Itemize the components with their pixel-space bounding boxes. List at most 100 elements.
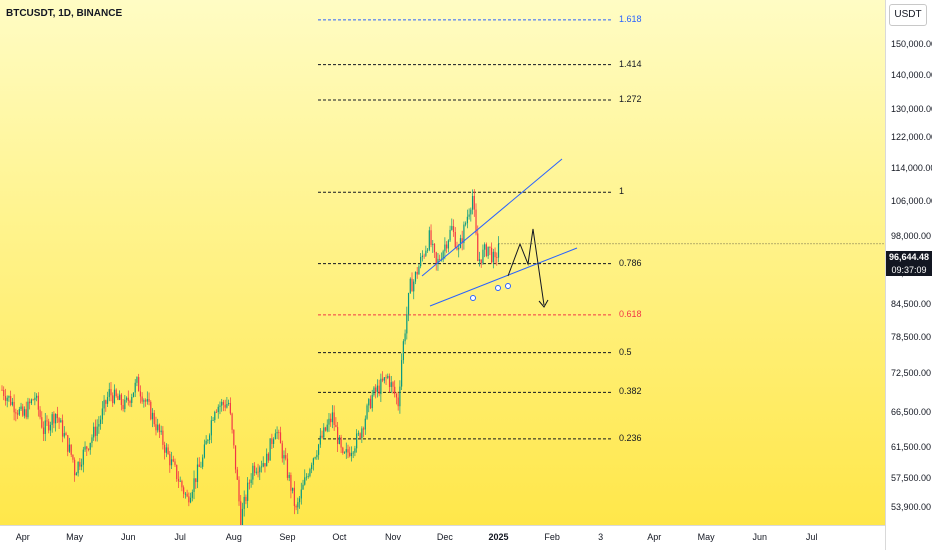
candle-body [425, 250, 427, 256]
candle-body [281, 443, 283, 459]
candle-body [383, 377, 385, 381]
candle-body [463, 224, 465, 244]
candle-body [10, 396, 12, 405]
candle-body [473, 195, 475, 210]
candle-body [305, 476, 308, 478]
candle-body [20, 406, 22, 410]
candle-body [333, 412, 335, 425]
candle-body [205, 440, 207, 445]
candle-body [94, 426, 97, 436]
candle-body [428, 230, 430, 250]
price-tick-label: 78,500.00 [891, 331, 932, 342]
candle-body [290, 475, 292, 491]
candle-body [307, 476, 309, 477]
candle-body [385, 377, 387, 379]
time-tick-label: Dec [436, 532, 453, 542]
candle-body [36, 395, 38, 398]
candle-body [477, 233, 479, 262]
candle-body [359, 433, 361, 439]
candle-body [238, 479, 240, 502]
candle-body [183, 487, 185, 494]
touch-marker [470, 295, 476, 301]
price-tick-label: 72,500.00 [891, 367, 932, 378]
price-tick-label: 53,900.00 [891, 502, 932, 513]
time-tick-label: Aug [225, 532, 242, 542]
candle-body [144, 400, 147, 402]
user-drawings [421, 158, 578, 308]
candle-body [1, 389, 3, 391]
candle-body [241, 508, 244, 525]
candle-body [100, 419, 102, 424]
candle-body [228, 402, 230, 404]
candle-body [426, 249, 429, 251]
candle-body [127, 397, 129, 401]
candle-body [468, 214, 470, 217]
candle-body [29, 401, 31, 404]
candle-body [382, 378, 384, 381]
time-tick-label: Sep [279, 532, 296, 542]
candle-body [446, 244, 448, 249]
candle-body [273, 439, 275, 444]
candle-body [106, 397, 109, 404]
time-axis[interactable] [0, 525, 885, 551]
candle-body [245, 496, 247, 501]
candle-body [58, 418, 60, 423]
candle-body [490, 247, 493, 263]
candle-body [61, 420, 64, 437]
candle-body [250, 479, 252, 484]
touch-marker [505, 283, 511, 289]
candle-body [176, 464, 178, 479]
candle-body [401, 360, 403, 387]
candle-body [231, 413, 233, 430]
candle-body [158, 424, 161, 433]
candle-body [32, 399, 34, 401]
candle-body [143, 400, 145, 402]
candle-body [298, 498, 301, 503]
price-tick-label: 106,000.00 [891, 195, 932, 206]
candle-body [421, 255, 423, 257]
candle-countdown-badge: 09:37:09 [886, 264, 932, 276]
candle-body [224, 404, 226, 408]
candle-body [316, 454, 318, 458]
fib-level-label: 0.786 [619, 257, 642, 268]
candle-body [330, 418, 332, 423]
currency-button[interactable]: USDT [889, 4, 927, 26]
candle-body [42, 427, 45, 435]
fib-level-label: 0.5 [619, 346, 632, 357]
candle-body [302, 484, 304, 490]
candle-body [470, 209, 472, 215]
candle-body [136, 377, 138, 383]
candle-body [461, 238, 463, 244]
candle-body [492, 251, 494, 263]
price-tick-label: 114,000.00 [891, 163, 932, 174]
last-price-badge: 96,644.48 [886, 251, 932, 264]
candle-body [437, 258, 439, 264]
candle-body [266, 453, 268, 467]
candle-body [297, 502, 299, 508]
candle-body [331, 412, 334, 423]
candle-body [63, 433, 65, 437]
candle-body [131, 397, 133, 403]
time-tick-label: May [66, 532, 84, 542]
candle-body [364, 418, 366, 430]
candle-body [195, 478, 197, 482]
candle-body [475, 209, 477, 234]
candle-body [23, 409, 26, 416]
candle-body [253, 465, 256, 473]
candle-body [338, 437, 340, 444]
candle-body [155, 424, 157, 431]
candle-body [91, 437, 93, 443]
chart-plot-area[interactable] [0, 0, 885, 525]
time-tick-label: May [697, 532, 715, 542]
candle-body [397, 397, 399, 407]
candle-body [222, 401, 225, 405]
candle-body [101, 408, 103, 420]
candle-body [423, 255, 425, 257]
candle-body [375, 387, 377, 392]
candle-body [387, 375, 389, 378]
candle-body [435, 252, 437, 264]
candle-body [217, 406, 219, 413]
time-tick-label: Jun [752, 532, 767, 542]
candle-body [264, 463, 266, 467]
